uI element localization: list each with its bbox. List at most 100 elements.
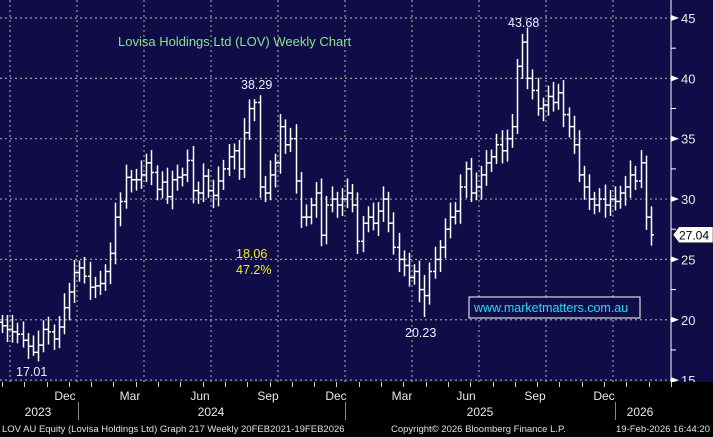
x-tick [582, 382, 583, 387]
x-tick [515, 382, 516, 387]
x-month-label: Jun [456, 389, 476, 403]
x-month-label: Mar [391, 389, 413, 403]
ohlc-bar [98, 270, 103, 296]
y-tick-arrow [671, 377, 679, 384]
ohlc-bar [582, 165, 587, 200]
ohlc-bar [108, 242, 113, 285]
ohlc-bar [62, 293, 67, 335]
ohlc-bar [355, 192, 360, 254]
ohlc-bar [299, 171, 304, 229]
x-tick [203, 382, 204, 387]
y-tick-label: 35 [681, 132, 695, 147]
ohlc-bar [551, 81, 556, 112]
x-tick [671, 382, 672, 387]
ohlc-bar [129, 170, 134, 193]
ohlc-bar [252, 98, 257, 122]
ohlc-bar [402, 250, 407, 277]
ohlc-bar [618, 185, 623, 209]
annotation-high-2025: 43.68 [508, 16, 539, 30]
ohlc-bar [345, 178, 350, 209]
x-tick [47, 382, 48, 387]
y-tick-label: 20 [681, 313, 695, 328]
last-price-label: 27.04 [679, 228, 709, 242]
x-tick [158, 382, 159, 387]
ohlc-bar [165, 167, 170, 204]
ohlc-bar [72, 260, 77, 303]
ohlc-bar [556, 83, 561, 110]
year-separator [78, 402, 79, 420]
ohlc-bar [335, 191, 340, 218]
ohlc-bar [319, 178, 324, 247]
ohlc-bar [530, 69, 535, 100]
ohlc-bar [427, 262, 432, 305]
ohlc-bar [113, 202, 118, 265]
ohlc-bar [520, 33, 525, 79]
ohlc-bars [0, 27, 654, 362]
price-chart: 15 20 25 30 35 40 45 Lovisa Holdings Ltd (LOV)… [0, 0, 713, 388]
ohlc-bar [294, 124, 299, 194]
ohlc-bar [376, 202, 381, 236]
ohlc-bar [386, 191, 391, 233]
ohlc-bar [366, 206, 371, 233]
ohlc-bar [263, 176, 268, 203]
ohlc-bar [371, 202, 376, 231]
ohlc-bar [572, 115, 577, 154]
ohlc-bar [185, 149, 190, 183]
footer-timestamp: 19-Feb-2026 16:44:20 [616, 424, 711, 435]
ohlc-bar [407, 252, 412, 287]
x-tick [247, 382, 248, 387]
ohlc-bar [649, 206, 654, 246]
website-box [468, 296, 641, 319]
y-tick-label: 30 [681, 192, 695, 207]
x-tick [626, 382, 627, 387]
ohlc-bar [639, 150, 644, 189]
y-tick-arrow [671, 15, 679, 21]
ohlc-bar [330, 186, 335, 213]
ohlc-bar [268, 160, 273, 201]
ohlc-bar [46, 316, 51, 345]
ohlc-bar [124, 164, 129, 209]
ohlc-bar [340, 188, 345, 216]
ohlc-bar [397, 232, 402, 273]
ohlc-bar [561, 80, 566, 128]
x-tick [225, 382, 226, 387]
x-tick [314, 382, 315, 387]
ohlc-bar [211, 179, 216, 209]
ohlc-bar [170, 170, 175, 210]
ohlc-bar [206, 168, 211, 198]
ohlc-bar [381, 186, 386, 222]
ohlc-bar [479, 165, 484, 200]
ohlc-bar [324, 196, 329, 245]
ohlc-bar [227, 144, 232, 177]
ohlc-bar [469, 158, 474, 203]
ohlc-bar [77, 260, 82, 282]
ohlc-bar [391, 212, 396, 255]
x-tick [448, 382, 449, 387]
ohlc-bar [237, 139, 242, 180]
y-tick-label: 40 [681, 71, 695, 86]
x-tick [336, 382, 337, 387]
x-tick [493, 382, 494, 387]
x-tick [359, 382, 360, 387]
ohlc-bar [453, 202, 458, 225]
ohlc-bar [160, 171, 165, 199]
x-month-label: Jun [190, 389, 210, 403]
y-tick-arrow [671, 75, 679, 82]
ohlc-bar [155, 165, 160, 201]
footer-copyright: Copyright© 2026 Bloomberg Finance L.P. [391, 424, 566, 435]
ohlc-bar [149, 150, 154, 186]
ohlc-bar [433, 246, 438, 279]
ohlc-bar [350, 183, 355, 213]
ohlc-bar [458, 174, 463, 224]
ohlc-bar [417, 260, 422, 303]
ohlc-bar [443, 218, 448, 259]
x-tick [537, 382, 538, 387]
ohlc-bar [273, 153, 278, 188]
ohlc-bar [587, 174, 592, 210]
ohlc-bar [21, 321, 26, 348]
ohlc-bar [258, 95, 263, 198]
ohlc-bar [191, 145, 196, 204]
ohlc-bar [438, 240, 443, 273]
y-tick-arrow [671, 256, 679, 263]
x-tick [381, 382, 382, 387]
